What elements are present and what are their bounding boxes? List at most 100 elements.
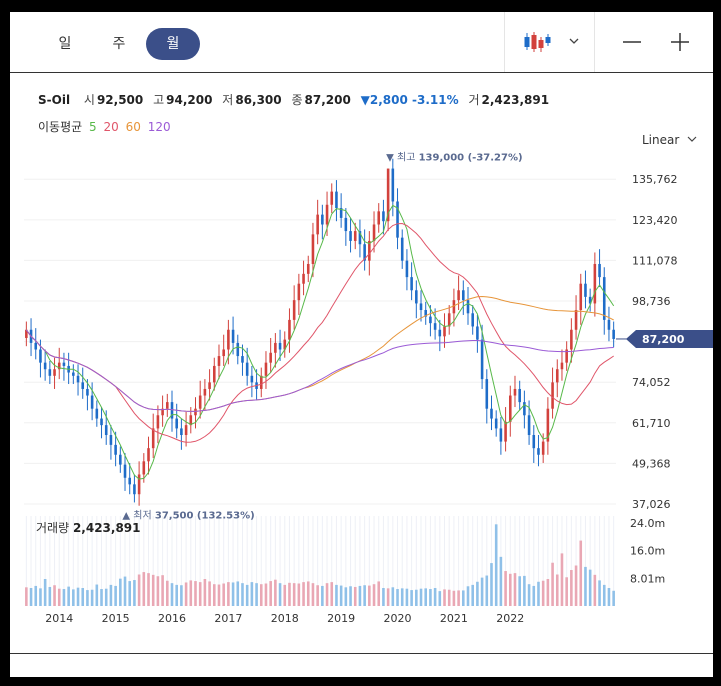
volume-bar <box>415 589 418 606</box>
volume-bar <box>43 579 47 606</box>
price-summary: S-Oil 시 92,500 고 94,200 저 86,300 종 87,200 ▼2… <box>38 91 555 108</box>
candle-body <box>151 428 155 449</box>
zoom-out-button[interactable] <box>620 28 644 56</box>
volume-bar <box>274 579 277 606</box>
volume-bar <box>170 583 174 606</box>
volume-bar <box>212 584 216 606</box>
candle-body <box>175 418 178 429</box>
volume-bar <box>227 582 230 606</box>
low-value: 86,300 <box>235 93 282 107</box>
volume-bar <box>588 569 592 606</box>
chart-type-button[interactable] <box>518 28 582 56</box>
candle-body <box>62 362 66 366</box>
volume-bar <box>62 589 66 606</box>
volume-bar <box>203 579 207 606</box>
tab-monthly[interactable]: 월 <box>146 28 200 60</box>
volume-bar <box>537 581 540 606</box>
volume-bar <box>161 575 164 606</box>
ma-20[interactable]: 20 <box>103 120 119 134</box>
volume-bar <box>391 587 395 606</box>
zoom-in-button[interactable] <box>668 28 692 56</box>
volume-bar <box>405 588 409 606</box>
tab-weekly[interactable]: 주 <box>112 36 126 52</box>
candle-body <box>288 319 291 340</box>
candle-body <box>447 313 451 327</box>
x-tick-label: 2018 <box>271 612 299 625</box>
candle-body <box>217 356 221 366</box>
volume-bar <box>321 585 324 606</box>
candle-body <box>57 362 61 370</box>
x-tick-label: 2021 <box>440 612 468 625</box>
open-label: 시 <box>83 93 95 107</box>
volume-bar <box>288 582 291 606</box>
candle-body <box>194 408 197 416</box>
candle-body <box>170 402 174 419</box>
candle-body <box>565 349 568 363</box>
current-price-badge <box>626 329 713 348</box>
volume-bar <box>236 581 240 606</box>
candle-body <box>490 408 493 419</box>
candle-body <box>457 290 460 301</box>
ma-20-line <box>25 222 614 443</box>
current-price-label: 87,200 <box>642 333 685 346</box>
candle-body <box>241 356 244 363</box>
volume-bars <box>25 524 615 606</box>
x-tick-label: 2017 <box>214 612 242 625</box>
volume-bar <box>39 588 42 606</box>
x-tick-label: 2015 <box>102 612 130 625</box>
candle-body <box>274 342 277 353</box>
volume-bar <box>259 584 263 606</box>
candle-body <box>316 214 319 235</box>
low-marker-label: ▲ 최저 <box>122 509 154 521</box>
tab-daily[interactable]: 일 <box>58 36 72 52</box>
candle-body <box>189 415 193 426</box>
volume-bar <box>471 584 474 606</box>
volume-bar <box>198 582 202 606</box>
candle-body <box>452 300 456 314</box>
candle-body <box>76 375 80 383</box>
ma-120[interactable]: 120 <box>147 120 171 134</box>
candle-body <box>523 402 526 416</box>
volume-bar <box>494 524 498 606</box>
volume-bar <box>264 583 268 606</box>
x-tick-label: 2020 <box>384 612 412 625</box>
candle-body <box>466 300 470 314</box>
candle-body <box>480 339 484 380</box>
y-tick-label: 135,762 <box>632 173 678 186</box>
volume-bar <box>133 580 136 606</box>
volume-bar <box>419 588 423 606</box>
scale-selector[interactable]: Linear <box>642 133 698 147</box>
chevron-down-icon <box>687 136 697 142</box>
candle-body <box>377 211 381 225</box>
volume-bar <box>570 570 573 606</box>
volume-bar <box>114 585 117 606</box>
candle-body <box>104 425 108 436</box>
volume-tick-label: 8.01m <box>630 572 665 585</box>
candle-body <box>133 484 136 495</box>
candle-body <box>119 454 122 465</box>
volume-bar <box>142 572 146 606</box>
volume-bar <box>400 588 404 606</box>
scale-label: Linear <box>642 133 680 147</box>
candle-body <box>424 310 428 317</box>
high-value: 94,200 <box>166 93 213 107</box>
volume-bar <box>447 589 451 606</box>
candle-body <box>156 415 160 429</box>
volume-bar <box>443 589 446 606</box>
volume-bar <box>306 581 310 606</box>
low-label: 저 <box>222 93 234 107</box>
candle-body <box>579 283 583 311</box>
volume-bar <box>119 578 122 606</box>
volume-bar <box>231 582 235 606</box>
candle-body <box>560 362 564 370</box>
low-marker-value: 37,500 (132.53%) <box>155 510 255 521</box>
ma-60[interactable]: 60 <box>125 120 141 134</box>
volume-bar <box>518 576 521 606</box>
volume-bar <box>377 581 381 606</box>
ma-5[interactable]: 5 <box>89 120 97 134</box>
volume-bar <box>504 571 507 606</box>
volume-bar <box>297 583 301 606</box>
candle-body <box>546 408 550 442</box>
candle-body <box>494 418 498 429</box>
volume-bar <box>485 575 489 606</box>
